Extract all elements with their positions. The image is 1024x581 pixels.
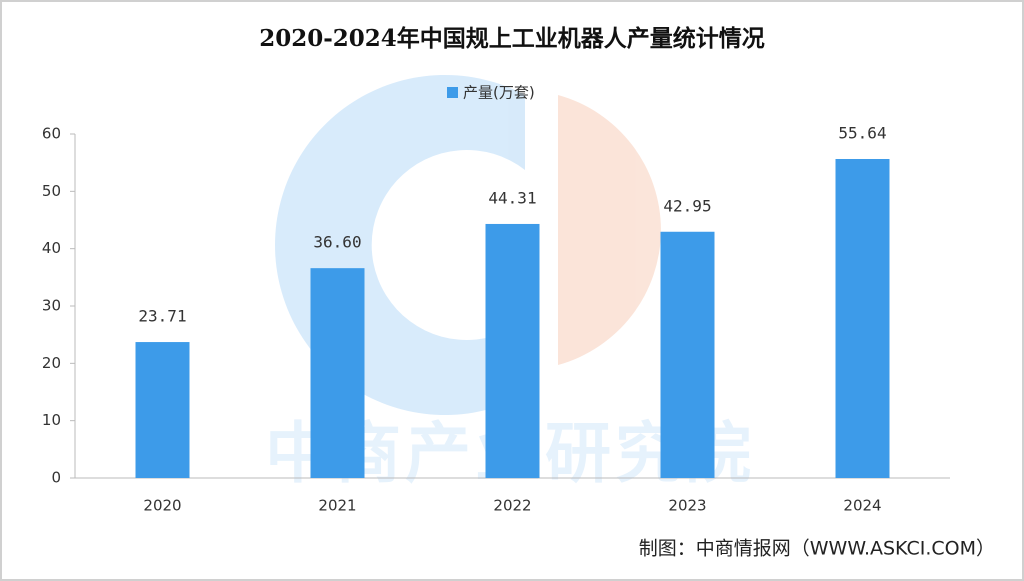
value-label: 55.64	[838, 123, 886, 142]
x-tick-label: 2023	[668, 497, 706, 515]
x-tick-label: 2020	[143, 497, 181, 515]
x-tick-label: 2021	[318, 497, 356, 515]
legend-swatch	[447, 87, 458, 98]
y-tick-label: 60	[42, 125, 61, 143]
value-label: 44.31	[488, 188, 536, 207]
legend-label: 产量(万套)	[463, 84, 535, 102]
value-label: 36.60	[313, 233, 361, 252]
source: 制图：中商情报网（WWW.ASKCI.COM）	[639, 538, 995, 560]
y-tick-label: 40	[42, 239, 61, 257]
y-tick-label: 20	[42, 354, 61, 372]
bar	[660, 231, 715, 478]
bar	[485, 223, 540, 478]
x-tick-label: 2022	[493, 497, 531, 515]
y-tick-label: 30	[42, 297, 61, 315]
bar	[310, 268, 365, 478]
bar	[135, 342, 190, 478]
bar	[835, 158, 890, 479]
value-label: 42.95	[663, 196, 711, 215]
y-tick-label: 50	[42, 182, 61, 200]
y-tick-label: 10	[42, 411, 61, 429]
chart-title: 2020-2024年中国规上工业机器人产量统计情况	[259, 25, 765, 52]
x-tick-label: 2024	[843, 497, 881, 515]
y-tick-label: 0	[51, 469, 61, 487]
value-label: 23.71	[138, 307, 186, 326]
